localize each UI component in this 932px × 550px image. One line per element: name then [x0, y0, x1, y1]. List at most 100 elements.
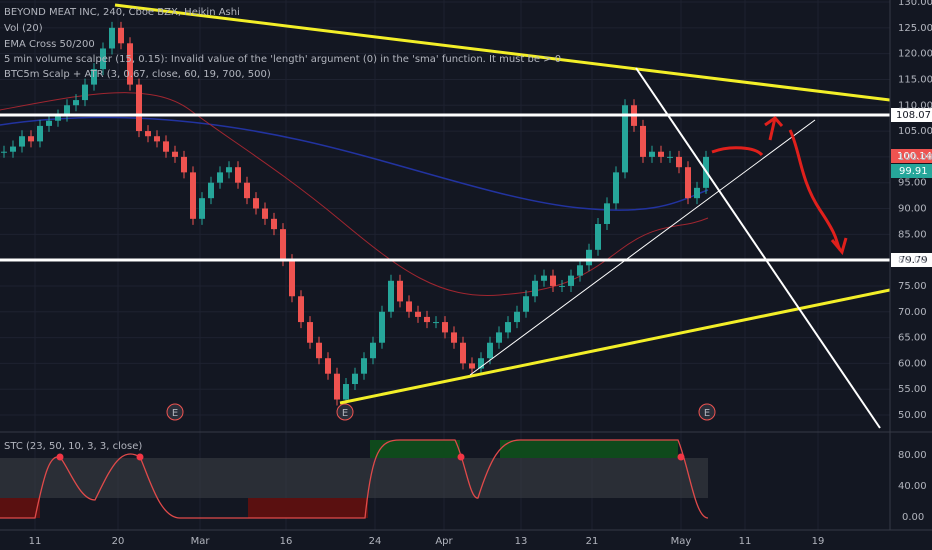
candle [118, 27, 124, 44]
candle [685, 167, 691, 199]
white-diagonal [635, 67, 881, 429]
price-tick: 85.00 [898, 229, 927, 240]
candle [343, 384, 349, 400]
candle [424, 316, 430, 323]
candle [181, 156, 187, 173]
time-tick: 19 [812, 536, 825, 547]
stc-fill [248, 498, 368, 518]
time-tick: May [671, 536, 692, 547]
price-tick: 120.00 [898, 49, 932, 60]
candle [73, 100, 79, 106]
price-tick: 130.00 [898, 0, 932, 8]
candle [172, 151, 178, 157]
arrow [764, 115, 784, 141]
stc-line [0, 439, 709, 519]
candle [352, 373, 358, 385]
legend-study: EMA Cross 50/200 [4, 39, 95, 50]
price-tag: 100.14 [897, 151, 932, 162]
stc-band [0, 458, 708, 498]
candle [145, 131, 151, 137]
price-tag: 108.07 [896, 110, 931, 121]
candle [91, 69, 97, 85]
time-tick: Mar [191, 536, 211, 547]
price-tick: 105.00 [898, 126, 932, 137]
candle [523, 296, 529, 312]
candle [487, 342, 493, 359]
candle [55, 115, 61, 121]
ema-200 [0, 116, 709, 211]
price-tick: 50.00 [898, 410, 927, 421]
legend-study: 5 min volume scalper (15, 0.15): Invalid… [4, 54, 561, 65]
candle [136, 84, 142, 132]
candle [613, 172, 619, 204]
candle [163, 141, 169, 152]
candle [694, 187, 700, 199]
earnings-marker [698, 403, 716, 421]
candle [658, 151, 664, 157]
candle [262, 208, 268, 219]
candle [559, 285, 565, 287]
candle [226, 167, 232, 173]
price-tick: 90.00 [898, 204, 927, 215]
stc-title: STC (23, 50, 10, 3, 3, close) [4, 441, 142, 452]
candle [307, 322, 313, 343]
price-tag: 79.79 [899, 255, 928, 266]
candle [325, 358, 331, 374]
candle [370, 342, 376, 359]
stc-fill [500, 440, 678, 458]
candle [316, 342, 322, 359]
trendline-upper [114, 3, 891, 102]
candle [433, 322, 439, 324]
price-tick: 110.00 [898, 100, 932, 111]
candle [199, 198, 205, 219]
price-tick: 65.00 [898, 333, 927, 344]
candle [253, 198, 259, 209]
stc-tick: 80.00 [898, 450, 927, 461]
price-tick: 115.00 [898, 74, 932, 85]
candle [109, 27, 115, 49]
candle [568, 275, 574, 286]
candle [676, 156, 682, 168]
legend-symbol: BEYOND MEAT INC, 240, Cboe BZX, Heikin A… [4, 7, 240, 18]
candle [46, 120, 52, 126]
candle [415, 311, 421, 317]
legend-study: Vol (20) [4, 23, 43, 34]
time-tick: 11 [29, 536, 42, 547]
candle [406, 301, 412, 312]
ema-50 [0, 92, 709, 297]
candle [442, 322, 448, 333]
axis-labels: 130.00 125.00 120.00 115.00 110.00 105.00 100.… [29, 0, 932, 547]
candle [379, 311, 385, 343]
price-tag: 99.91 [899, 166, 928, 177]
candle [361, 358, 367, 374]
price-tick: 125.00 [898, 23, 932, 34]
earnings-label: E [704, 408, 710, 419]
candle [478, 358, 484, 369]
candle [451, 332, 457, 343]
candle [640, 125, 646, 157]
candle [469, 363, 475, 369]
candle [586, 249, 592, 266]
price-tick: 75.00 [898, 281, 927, 292]
candle [82, 84, 88, 101]
candle [37, 125, 43, 142]
candle [1, 151, 7, 153]
arrow [711, 146, 764, 157]
candle [550, 275, 556, 286]
candle [577, 265, 583, 276]
candle [604, 203, 610, 224]
stc-tick: 40.00 [898, 481, 927, 492]
candle [208, 182, 214, 199]
candle [127, 43, 133, 85]
earnings-label: E [342, 408, 348, 419]
time-tick: 11 [739, 536, 752, 547]
price-tags: 108.07 100.14 99.91 79.79 [891, 108, 932, 267]
candle [667, 156, 673, 158]
candle [235, 167, 241, 183]
earnings-marker [336, 403, 354, 421]
candle [505, 322, 511, 333]
stc-dot [56, 453, 64, 461]
candle [532, 280, 538, 297]
